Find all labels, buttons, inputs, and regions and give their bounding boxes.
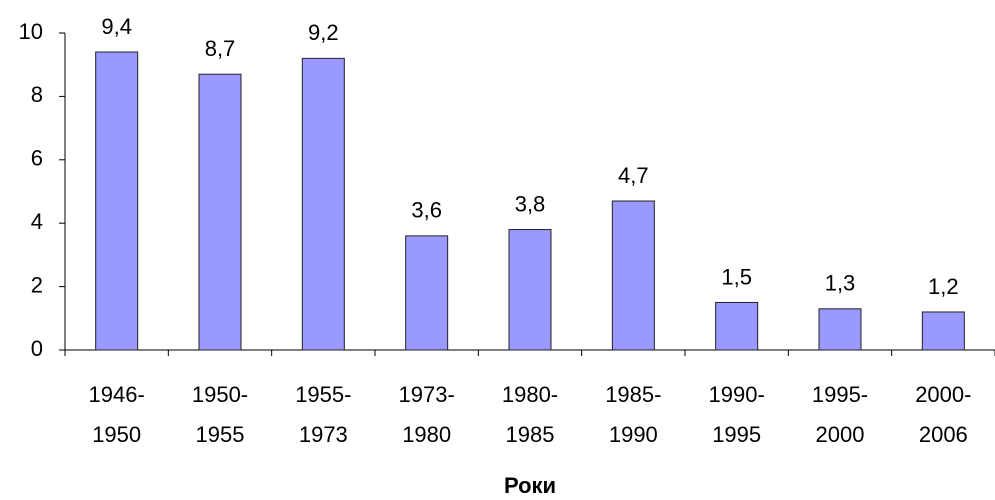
x-tick-label: 1973 [299, 422, 348, 447]
value-label: 1,5 [721, 264, 752, 289]
x-tick-label: 1955- [295, 382, 351, 407]
x-tick-label: 1950 [92, 422, 141, 447]
x-tick-label: 2006 [919, 422, 968, 447]
x-tick-label: 1946- [89, 382, 145, 407]
bar [611, 200, 655, 351]
x-tick-label: 1990 [609, 422, 658, 447]
bar [715, 301, 759, 351]
value-label: 4,7 [618, 163, 649, 188]
y-tick-label: 2 [31, 272, 43, 297]
x-tick-label: 2000- [915, 382, 971, 407]
x-tick-label: 1950- [192, 382, 248, 407]
bar [198, 73, 242, 351]
bar [405, 235, 449, 351]
bar [818, 308, 862, 351]
y-tick-label: 8 [31, 82, 43, 107]
x-tick-label: 1995 [712, 422, 761, 447]
value-label: 3,8 [515, 191, 546, 216]
y-tick-label: 10 [19, 19, 43, 44]
x-tick-label: 1985 [506, 422, 555, 447]
x-tick-label: 1980 [402, 422, 451, 447]
value-label: 1,3 [825, 271, 856, 296]
y-tick-label: 6 [31, 146, 43, 171]
value-label: 3,6 [411, 198, 442, 223]
bar [301, 57, 345, 351]
value-label: 9,2 [308, 20, 339, 45]
x-tick-label: 1985- [605, 382, 661, 407]
bar [95, 51, 139, 351]
bar [921, 311, 965, 351]
y-tick-label: 4 [31, 209, 43, 234]
y-tick-label: 0 [31, 336, 43, 361]
bar [508, 229, 552, 351]
x-tick-label: 1955 [196, 422, 245, 447]
x-tick-label: 1980- [502, 382, 558, 407]
x-axis-label: Роки [504, 473, 556, 498]
x-tick-label: 1995- [812, 382, 868, 407]
value-label: 8,7 [205, 36, 236, 61]
x-tick-label: 1990- [709, 382, 765, 407]
x-tick-label: 1973- [399, 382, 455, 407]
value-label: 1,2 [928, 274, 959, 299]
value-label: 9,4 [101, 14, 132, 39]
x-tick-label: 2000 [816, 422, 865, 447]
